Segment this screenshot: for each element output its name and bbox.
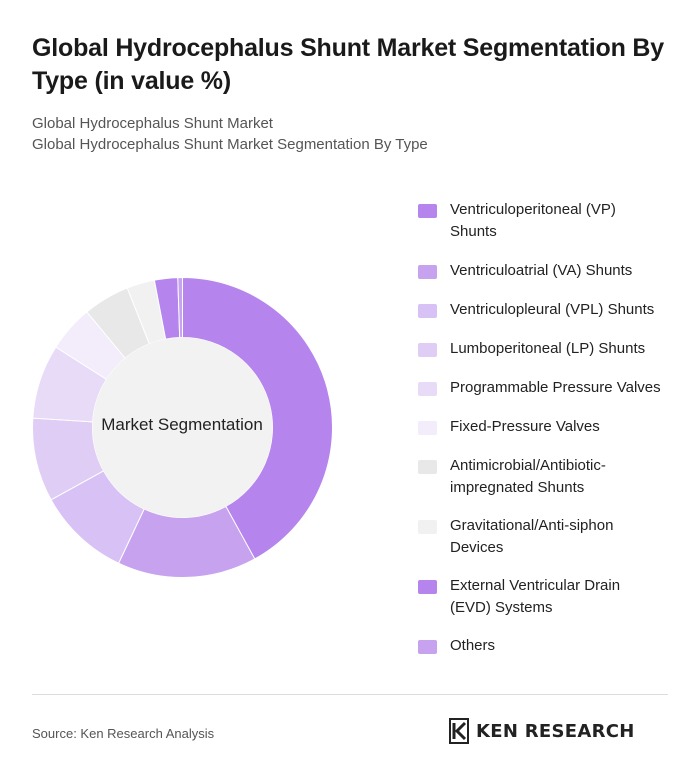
legend-label-line-1: Ventriculoatrial (VA) Shunts — [450, 262, 633, 279]
legend-swatch — [418, 640, 437, 654]
chart-legend: Ventriculoperitoneal (VP) Shunts Ventricul… — [418, 199, 678, 657]
legend-swatch — [418, 265, 437, 279]
legend-item: Fixed-Pressure Valves — [418, 416, 678, 438]
legend-label-line-2: Devices — [450, 539, 504, 556]
legend-label-line-1: Ventriculopleural (VPL) Shunts — [450, 301, 655, 318]
legend-swatch — [418, 460, 437, 474]
legend-item: External Ventricular Drain (EVD) Systems — [418, 575, 678, 619]
legend-label-line-2: impregnated Shunts — [450, 479, 585, 496]
source-note: Source: Ken Research Analysis — [32, 726, 215, 741]
legend-item: Lumboperitoneal (LP) Shunts — [418, 338, 678, 360]
legend-item: Ventriculoperitoneal (VP) Shunts — [418, 199, 678, 243]
legend-item: Gravitational/Anti-siphon Devices — [418, 515, 678, 559]
ken-research-logo: KEN RESEARCH — [448, 718, 635, 744]
legend-label-line-1: Antimicrobial/Antibiotic- — [450, 457, 606, 474]
legend-label-line-1: Lumboperitoneal (LP) Shunts — [450, 340, 646, 357]
subtitle-line-1: Global Hydrocephalus Shunt Market — [32, 115, 273, 132]
legend-item: Programmable Pressure Valves — [418, 377, 678, 399]
footer-divider — [32, 694, 668, 695]
legend-item: Ventriculopleural (VPL) Shunts — [418, 299, 678, 321]
legend-label: Lumboperitoneal (LP) Shunts — [450, 338, 645, 360]
chart-title: Global Hydrocephalus Shunt Market Segmen… — [32, 34, 664, 95]
legend-label: Gravitational/Anti-siphon Devices — [450, 515, 613, 559]
legend-label-line-1: Programmable Pressure Valves — [450, 379, 661, 396]
legend-item: Ventriculoatrial (VA) Shunts — [418, 260, 678, 282]
legend-swatch — [418, 421, 437, 435]
legend-label-line-1: Others — [450, 637, 496, 654]
legend-label: Antimicrobial/Antibiotic-impregnated Shu… — [450, 455, 606, 499]
legend-swatch — [418, 382, 437, 396]
legend-label: Others — [450, 635, 495, 657]
legend-swatch — [418, 343, 437, 357]
legend-label-line-1: Ventriculoperitoneal (VP) — [450, 201, 616, 218]
legend-swatch — [418, 580, 437, 594]
legend-swatch — [418, 204, 437, 218]
donut-chart — [32, 276, 333, 578]
legend-item: Antimicrobial/Antibiotic-impregnated Shu… — [418, 455, 678, 499]
legend-item: Others — [418, 635, 678, 657]
legend-label: Ventriculopleural (VPL) Shunts — [450, 299, 654, 321]
legend-swatch — [418, 520, 437, 534]
chart-subtitle: Global Hydrocephalus Shunt Market Global… — [32, 113, 428, 155]
legend-label-line-2: (EVD) Systems — [450, 599, 553, 616]
donut-hole — [92, 337, 273, 518]
legend-label: Ventriculoperitoneal (VP) Shunts — [450, 199, 616, 243]
legend-label: External Ventricular Drain (EVD) Systems — [450, 575, 620, 619]
legend-label: Programmable Pressure Valves — [450, 377, 661, 399]
legend-label: Ventriculoatrial (VA) Shunts — [450, 260, 632, 282]
legend-label-line-1: External Ventricular Drain — [450, 577, 621, 594]
legend-label: Fixed-Pressure Valves — [450, 416, 600, 438]
legend-label-line-1: Gravitational/Anti-siphon — [450, 517, 614, 534]
ken-research-logo-icon — [449, 718, 469, 744]
legend-swatch — [418, 304, 437, 318]
subtitle-line-2: Global Hydrocephalus Shunt Market Segmen… — [32, 136, 428, 153]
donut-center-label: Market Segmentation — [101, 415, 263, 434]
logo-text: KEN RESEARCH — [476, 720, 635, 742]
legend-label-line-2: Shunts — [450, 223, 497, 240]
legend-label-line-1: Fixed-Pressure Valves — [450, 418, 600, 435]
